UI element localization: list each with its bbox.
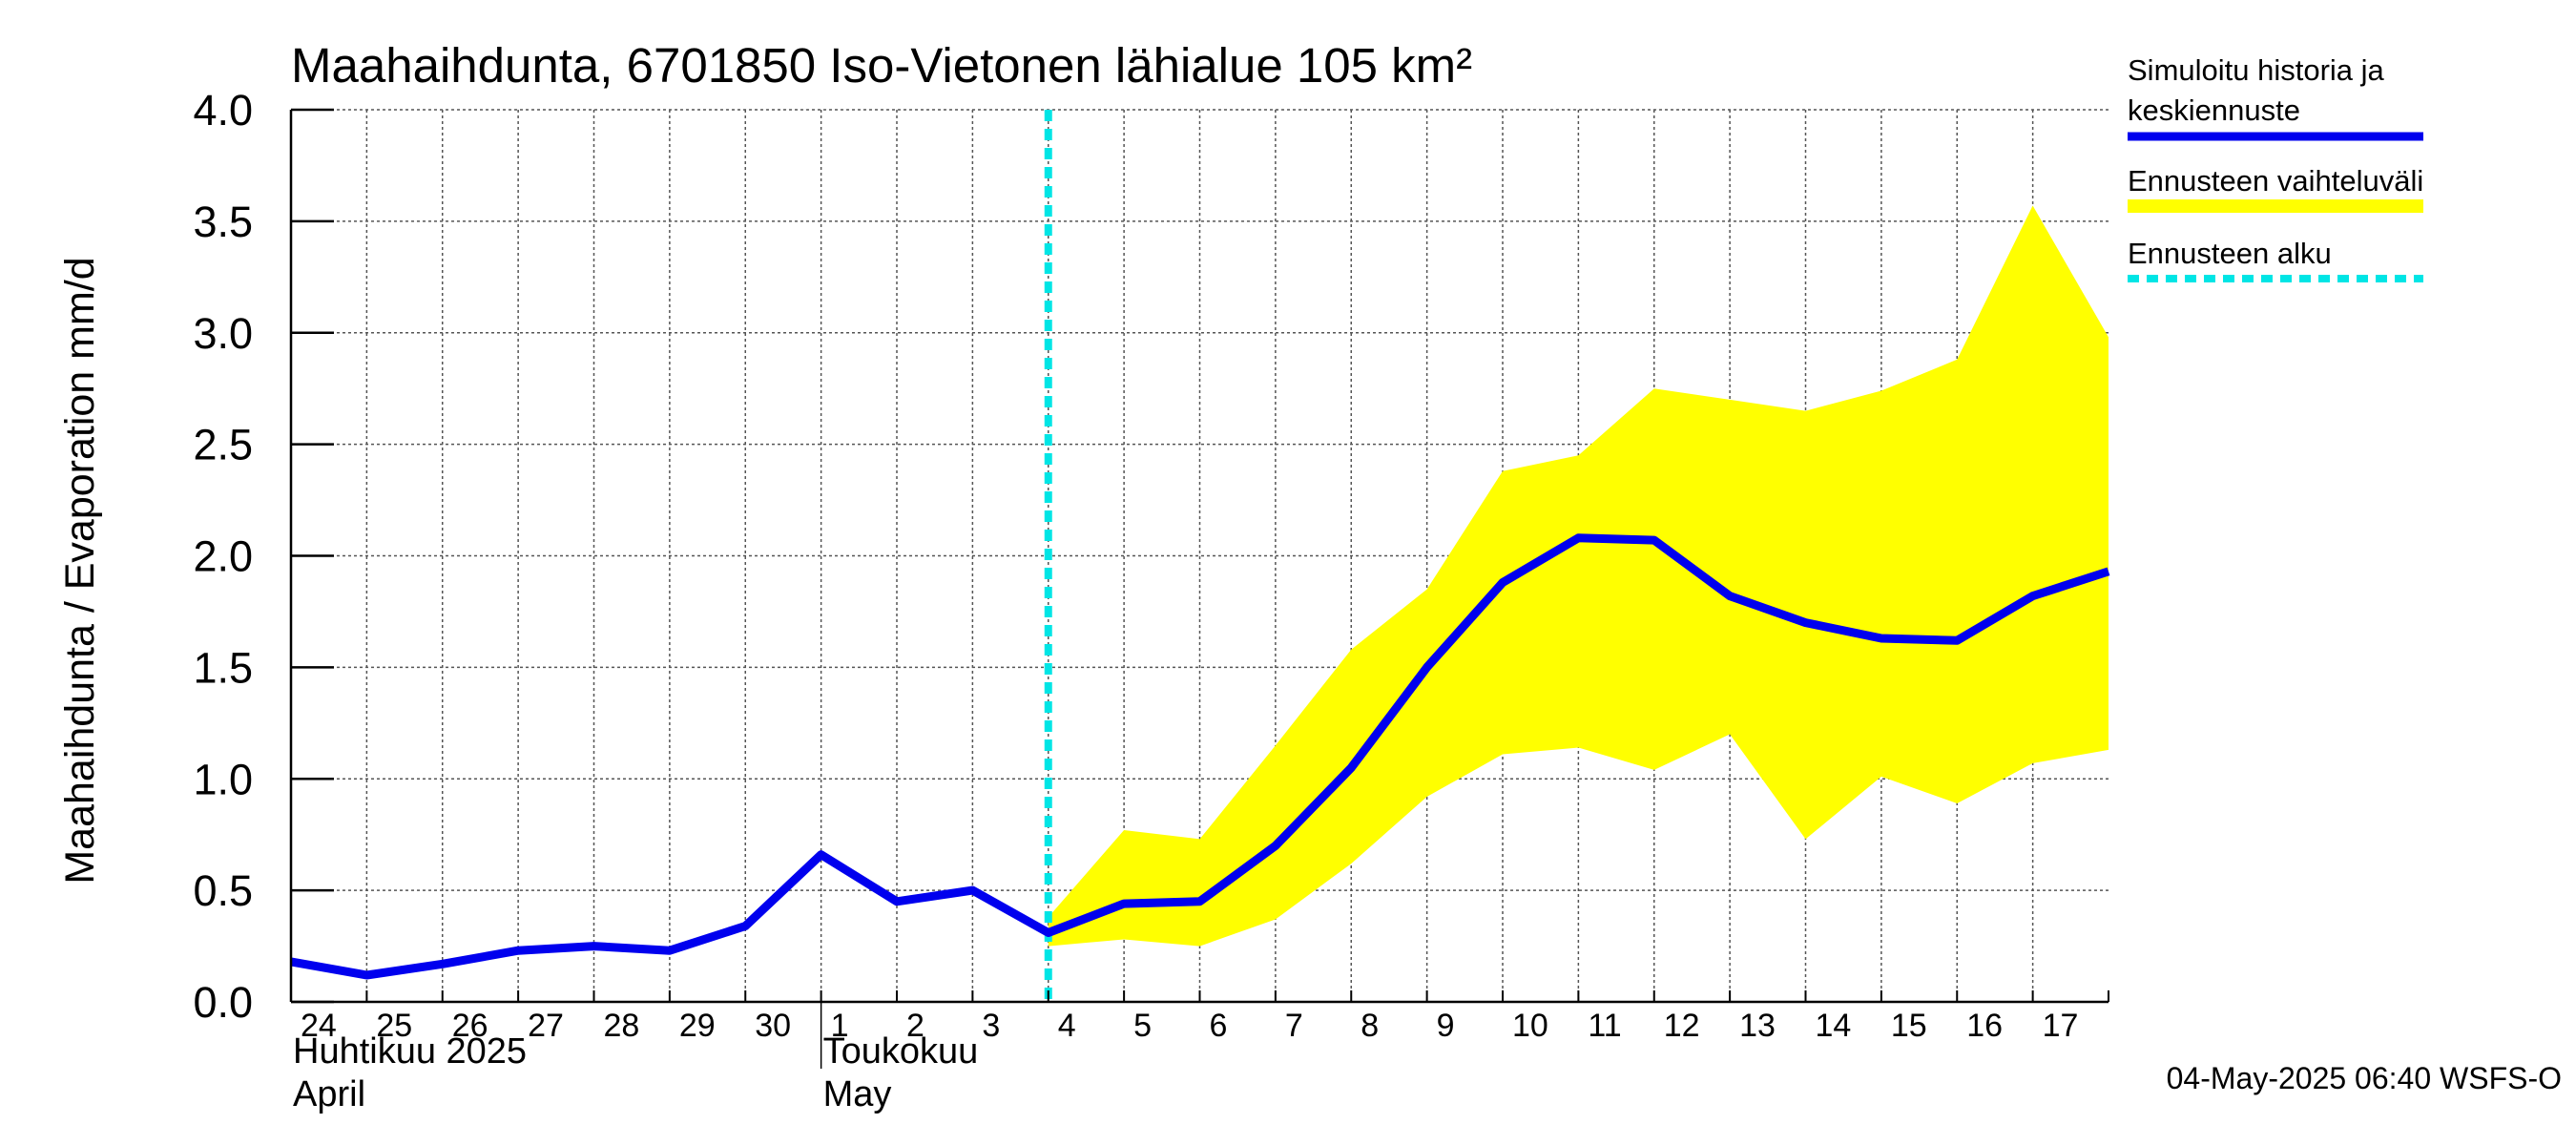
x-tick-label: 3 xyxy=(982,1008,1000,1044)
x-ticks: 24 25 26 27 28 29 30 1 2 3 4 5 6 7 8 9 10 11 12 13 14 15 16 17 xyxy=(290,990,2109,1044)
legend-label: Ennusteen vaihteluväli xyxy=(2128,164,2423,198)
legend-label: Simuloitu historia ja xyxy=(2128,53,2385,87)
x-tick-label: 10 xyxy=(1512,1008,1548,1044)
x-tick-label: 24 xyxy=(301,1008,337,1044)
x-tick-label: 26 xyxy=(452,1008,488,1044)
x-tick-label: 11 xyxy=(1588,1008,1621,1044)
x-tick-label: 1 xyxy=(831,1008,849,1044)
x-tick-label: 9 xyxy=(1437,1008,1455,1044)
x-tick-label: 29 xyxy=(679,1008,716,1044)
series-line-layer xyxy=(290,110,2110,1002)
y-tick-label: 1.0 xyxy=(193,755,253,803)
y-tick-label: 2.5 xyxy=(193,421,253,469)
x-tick-label: 8 xyxy=(1361,1008,1379,1044)
x-tick-label: 28 xyxy=(604,1008,640,1044)
legend-label: keskiennuste xyxy=(2128,94,2300,127)
forecast-band-layer xyxy=(1048,205,2109,947)
month-label-en: May xyxy=(823,1074,892,1114)
x-tick-label: 12 xyxy=(1664,1008,1700,1044)
x-tick-label: 17 xyxy=(2043,1008,2079,1044)
x-tick-label: 13 xyxy=(1739,1008,1776,1044)
y-tick-label: 0.0 xyxy=(193,978,253,1027)
legend-label: Ennusteen alku xyxy=(2128,237,2332,270)
x-tick-label: 6 xyxy=(1210,1008,1228,1044)
x-tick-label: 15 xyxy=(1891,1008,1927,1044)
chart-title: Maahaihdunta, 6701850 Iso-Vietonen lähia… xyxy=(291,38,1472,93)
month-label: Toukokuu xyxy=(823,1031,979,1072)
forecast-range-band xyxy=(1048,205,2109,947)
x-tick-label: 16 xyxy=(1966,1008,2003,1044)
y-tick-label: 3.0 xyxy=(193,309,253,358)
y-tick-label: 1.5 xyxy=(193,643,253,692)
legend: Simuloitu historia ja keskiennuste Ennuste… xyxy=(2128,53,2423,282)
y-tick-label: 3.5 xyxy=(193,198,253,246)
x-tick-label: 7 xyxy=(1285,1008,1303,1044)
x-tick-label: 5 xyxy=(1133,1008,1152,1044)
y-tick-label: 0.5 xyxy=(193,866,253,915)
x-tick-label: 25 xyxy=(376,1008,412,1044)
x-tick-label: 30 xyxy=(755,1008,791,1044)
x-tick-label: 4 xyxy=(1058,1008,1076,1044)
x-tick-label: 14 xyxy=(1816,1008,1852,1044)
month-label-en: April xyxy=(293,1074,365,1114)
y-tick-label: 2.0 xyxy=(193,532,253,581)
legend-swatch-band xyxy=(2128,199,2423,213)
y-tick-label: 4.0 xyxy=(193,86,253,135)
series-line-simulated xyxy=(290,533,2110,980)
y-axis-label: Maahaihdunta / Evaporation mm/d xyxy=(57,257,103,884)
month-label: Huhtikuu 2025 xyxy=(293,1031,527,1072)
x-tick-label: 2 xyxy=(906,1008,924,1044)
timestamp-footer: 04-May-2025 06:40 WSFS-O xyxy=(2167,1061,2562,1095)
x-tick-label: 27 xyxy=(528,1008,564,1044)
y-ticks: 0.0 0.5 1.0 1.5 2.0 2.5 3.0 3.5 4.0 xyxy=(193,86,334,1027)
